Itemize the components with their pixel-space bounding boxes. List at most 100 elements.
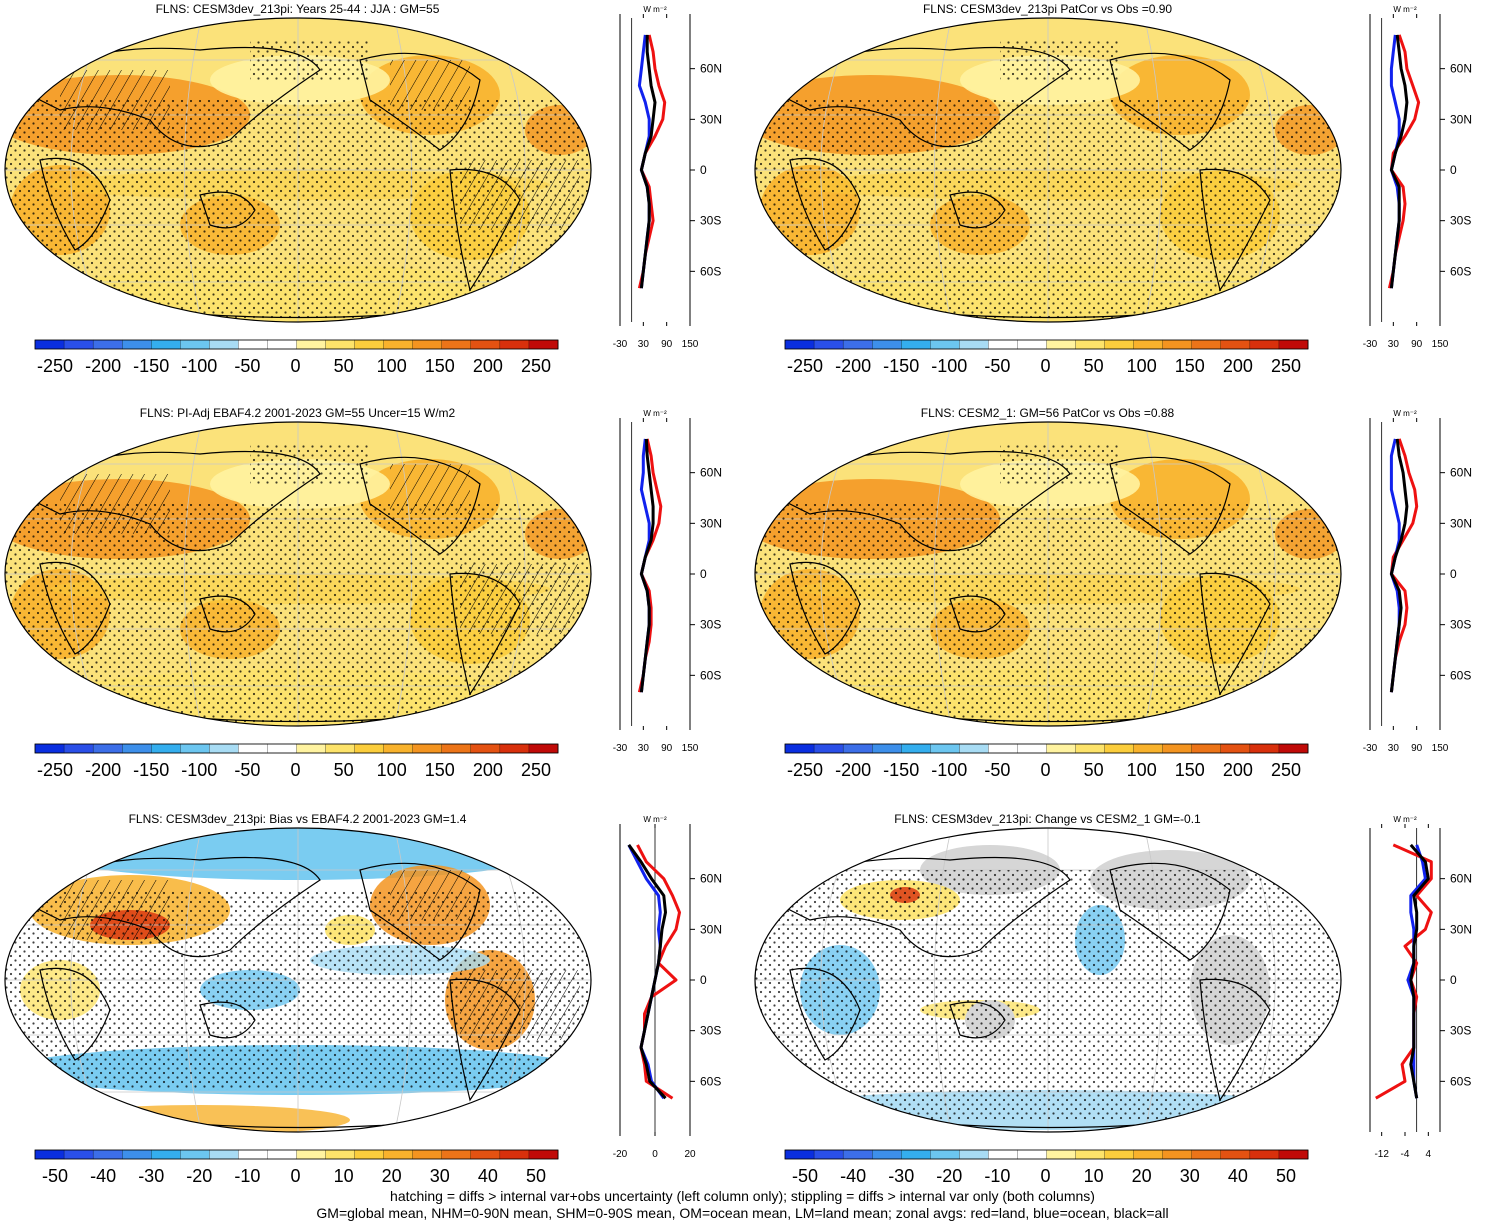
hatching [460, 970, 580, 1040]
zonal-line-all [1409, 843, 1430, 1099]
zonal-ytick-label: 60N [1450, 62, 1472, 76]
colorbar-swatch [842, 743, 873, 754]
colorbar-label: -40 [840, 1166, 866, 1186]
map-border [754, 421, 1342, 727]
panel-svg: -250 -200 -150 -100 -50 0 50 100 150 200 250 -30 30 9… [754, 409, 1472, 780]
panel-title: FLNS: PI-Adj EBAF4.2 2001-2023 GM=55 Unc… [139, 406, 456, 420]
colorbar-swatch [1017, 743, 1047, 754]
colorbar-label: -50 [792, 1166, 818, 1186]
panel-svg: -50 -40 -30 -20 -10 0 10 20 30 40 50 -12 -4 4 60N 30N 0 3… [754, 815, 1472, 1186]
zonal-xtick-label: -30 [613, 743, 628, 754]
colorbar-swatch [180, 743, 210, 754]
colorbar-swatch [1278, 743, 1309, 754]
colorbar-label: 10 [1084, 1166, 1104, 1186]
zonal-xtick-label: 150 [682, 339, 699, 350]
colorbar-label: 0 [1040, 356, 1050, 376]
colorbar-label: 0 [290, 760, 300, 780]
colorbar-swatch [92, 339, 123, 350]
zonal-ytick-label: 30S [1450, 618, 1471, 632]
panel-title: FLNS: CESM3dev_213pi: Bias vs EBAF4.2 20… [128, 812, 467, 826]
zonal-xtick-label: 30 [638, 743, 650, 754]
map-border [4, 421, 592, 727]
colorbar-label: 50 [1276, 1166, 1296, 1186]
colorbar-label: -150 [133, 356, 169, 376]
zonal-ytick-label: 60N [700, 62, 722, 76]
colorbar-swatch [92, 743, 123, 754]
colorbar-swatch [383, 743, 414, 754]
panel-svg: -250 -200 -150 -100 -50 0 50 100 150 200 250 -30 30 9… [754, 5, 1472, 376]
colorbar-swatch [901, 1149, 931, 1160]
colorbar-label: 250 [521, 760, 551, 780]
colorbar-swatch [959, 743, 989, 754]
zonal-ytick-label: 0 [1450, 567, 1457, 581]
colorbar-swatch [1133, 339, 1164, 350]
colorbar-swatch [901, 743, 931, 754]
colorbar-swatch [1162, 339, 1193, 350]
colorbar-label: -250 [37, 760, 73, 780]
zonal-ytick-label: 0 [700, 163, 707, 177]
zonal-ytick-label: 30S [700, 618, 721, 632]
stippling [755, 870, 1341, 1120]
zonal-xtick-label: 90 [1411, 339, 1423, 350]
colorbar-swatch [1162, 1149, 1193, 1160]
zonal-xtick-label: 90 [1411, 743, 1423, 754]
colorbar-swatch [296, 339, 327, 350]
colorbar-swatch [499, 339, 530, 350]
colorbar-label: -50 [234, 356, 260, 376]
zonal-xtick-label: 0 [652, 1149, 658, 1160]
panel-bottom-left: FLNS: CESM3dev_213pi: Bias vs EBAF4.2 20… [0, 810, 740, 1195]
colorbar-swatch [1133, 1149, 1164, 1160]
hatching [60, 880, 170, 940]
colorbar-swatch [354, 1149, 385, 1160]
colorbar-label: 200 [473, 356, 503, 376]
colorbar-label: 100 [377, 760, 407, 780]
colorbar-label: -100 [931, 760, 967, 780]
colorbar-label: 40 [478, 1166, 498, 1186]
colorbar-swatch [267, 339, 297, 350]
panel-title: FLNS: CESM3dev_213pi: Change vs CESM2_1 … [894, 812, 1201, 826]
colorbar-swatch [122, 1149, 152, 1160]
colorbar-swatch [872, 1149, 902, 1160]
colorbar-swatch [959, 339, 989, 350]
map-border [4, 17, 592, 323]
zonal-xtick-label: -30 [1363, 339, 1378, 350]
colorbar-swatch [528, 743, 559, 754]
colorbar-label: 50 [334, 760, 354, 780]
colorbar-swatch [122, 339, 152, 350]
colorbar-label: 0 [1040, 760, 1050, 780]
colorbar-label: 250 [1271, 356, 1301, 376]
panel-svg: -50 -40 -30 -20 -10 0 10 20 30 40 50 -20 0 20 60N 30N 0 3… [4, 815, 722, 1186]
colorbar-swatch [1249, 743, 1280, 754]
colorbar-swatch [209, 339, 239, 350]
colorbar-swatch [528, 1149, 559, 1160]
colorbar-label: -250 [787, 356, 823, 376]
colorbar-label: -50 [42, 1166, 68, 1186]
colorbar-label: 100 [1127, 760, 1157, 780]
hatching [60, 474, 170, 534]
colorbar-swatch [1104, 339, 1135, 350]
panel-bottom-right: FLNS: CESM3dev_213pi: Change vs CESM2_1 … [750, 810, 1485, 1195]
zonal-ytick-label: 60S [1450, 1074, 1471, 1088]
zonal-ytick-label: 60S [1450, 668, 1471, 682]
zonal-xtick-label: -4 [1401, 1149, 1410, 1160]
zonal-xtick-label: 150 [1432, 743, 1449, 754]
zonal-ytick-label: 0 [700, 973, 707, 987]
map-field [5, 422, 591, 726]
colorbar-label: 30 [1180, 1166, 1200, 1186]
colorbar-label: 0 [290, 356, 300, 376]
panel-svg: -250 -200 -150 -100 -50 0 50 100 150 200 250 -30 30 9… [4, 5, 722, 376]
hatching [60, 70, 170, 130]
colorbar-swatch [842, 339, 873, 350]
colorbar-label: -100 [931, 356, 967, 376]
colorbar-swatch [1017, 339, 1047, 350]
zonal-xtick-label: 30 [1388, 339, 1400, 350]
colorbar-swatch [92, 1149, 123, 1160]
colorbar-swatch [151, 339, 181, 350]
panel-title: FLNS: CESM2_1: GM=56 PatCor vs Obs =0.88 [920, 406, 1175, 420]
zonal-ytick-label: 30N [700, 922, 722, 936]
map-field [755, 828, 1341, 1132]
colorbar-swatch [1017, 1149, 1047, 1160]
map-field [755, 422, 1341, 726]
zonal-ytick-label: 30N [1450, 922, 1472, 936]
colorbar-label: 250 [1271, 760, 1301, 780]
